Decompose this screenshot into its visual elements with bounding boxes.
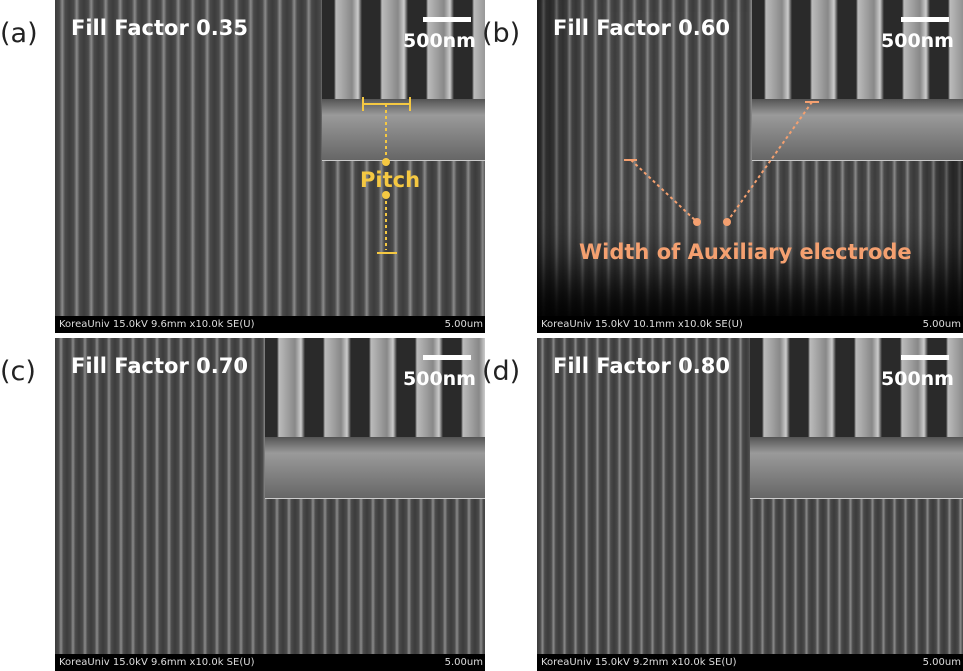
sem-footer: KoreaUniv 15.0kV 9.2mm x10.0k SE(U) 5.00u… xyxy=(537,654,963,671)
sem-info: KoreaUniv 15.0kV 9.2mm x10.0k SE(U) xyxy=(541,654,736,671)
sem-image: 500nm Fill Factor 0.80 KoreaUniv 15.0kV 9.… xyxy=(537,338,963,671)
scale-bar-label: 500nm xyxy=(881,368,954,390)
panel-letter: (a) xyxy=(0,18,38,49)
panel-letter: (b) xyxy=(482,18,520,49)
figure: (a) 500nmFill Factor 0.35KoreaUniv 15.0kV… xyxy=(0,0,963,671)
panel-letter: (c) xyxy=(0,356,36,387)
scale-bar xyxy=(423,355,471,360)
sem-scale: 5.00um xyxy=(923,654,961,671)
sem-info: KoreaUniv 15.0kV 9.6mm x10.0k SE(U) xyxy=(59,654,254,671)
annotation-lines xyxy=(537,0,963,333)
scale-bar-label: 500nm xyxy=(403,368,476,390)
sem-image: 500nm Fill Factor 0.70 KoreaUniv 15.0kV 9.… xyxy=(55,338,485,671)
sem-scale: 5.00um xyxy=(445,654,483,671)
annotation-lines xyxy=(55,0,485,333)
cross-section-inset xyxy=(750,338,963,499)
cross-section-inset xyxy=(265,338,485,499)
scale-bar xyxy=(901,355,949,360)
panel-title: Fill Factor 0.80 xyxy=(553,354,730,378)
panel-title: Fill Factor 0.70 xyxy=(71,354,248,378)
sem-footer: KoreaUniv 15.0kV 9.6mm x10.0k SE(U) 5.00u… xyxy=(55,654,485,671)
panel-letter: (d) xyxy=(482,356,520,387)
